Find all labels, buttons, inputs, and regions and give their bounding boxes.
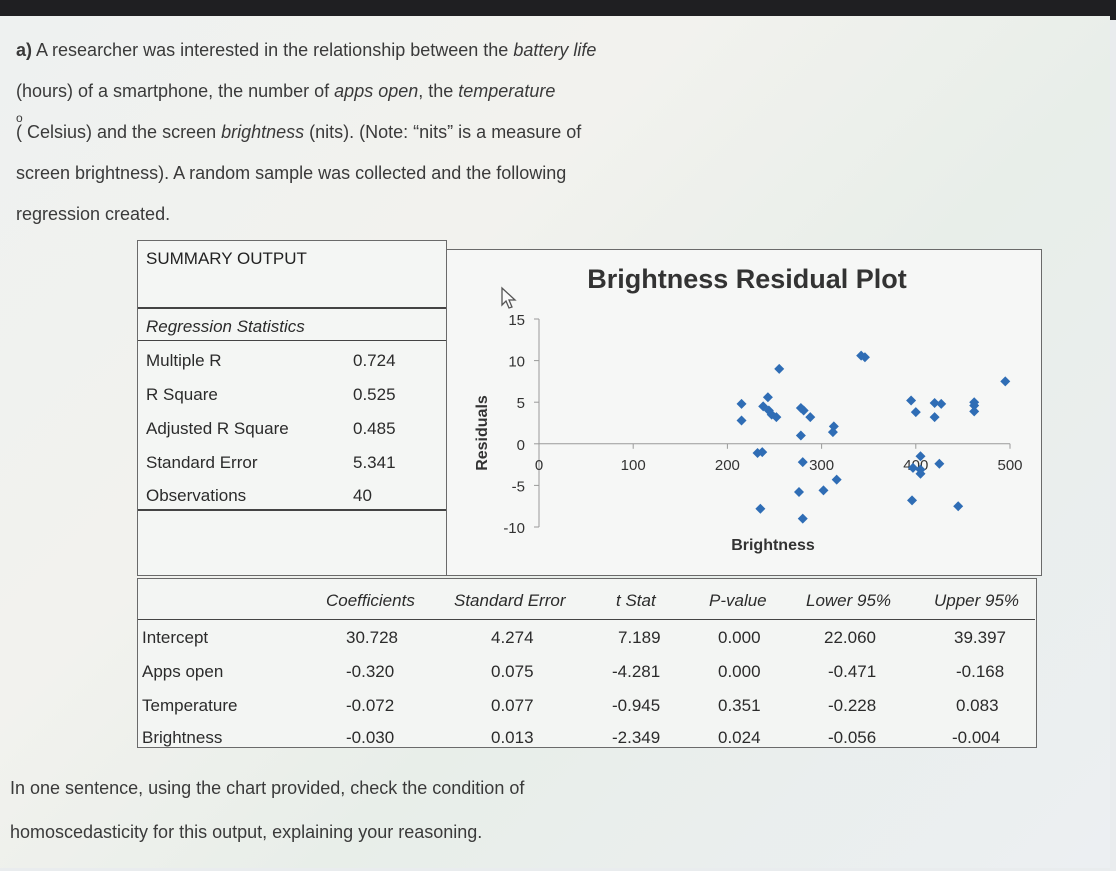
stat-row: Multiple R 0.724 <box>146 351 396 370</box>
residual-point <box>910 407 921 418</box>
top-bezel <box>0 0 1116 20</box>
residual-point <box>805 412 816 423</box>
residual-point <box>793 487 804 498</box>
coefficients-header-row: Coefficients Standard Error t Stat P-val… <box>138 579 1035 620</box>
residual-point <box>953 501 964 512</box>
stat-row: R Square 0.525 <box>146 385 396 404</box>
y-axis-title: Residuals <box>474 395 491 471</box>
residual-plot: Brightness Residual Plot 15 10 5 0 -5 -10 0 100… <box>446 249 1042 576</box>
stat-row: Observations 40 <box>146 486 372 505</box>
residual-point <box>929 412 940 423</box>
residual-point <box>797 513 808 524</box>
x-tick-label: 100 <box>621 457 646 474</box>
residual-point <box>763 405 774 416</box>
residual-point <box>795 403 806 414</box>
residual-point <box>795 430 806 441</box>
y-tick-label: -5 <box>512 478 525 495</box>
residual-point <box>771 412 782 423</box>
table-row: Brightness -0.030 0.013 -2.349 0.024 -0.… <box>142 728 1001 747</box>
residual-point <box>736 398 747 409</box>
col-header: P-value <box>709 591 767 610</box>
summary-output-box: SUMMARY OUTPUT Regression Statistics Mul… <box>137 240 447 576</box>
residual-point <box>969 397 980 408</box>
x-axis-title: Brightness <box>731 537 815 554</box>
coefficients-table: Coefficients Standard Error t Stat P-val… <box>137 578 1037 748</box>
residual-point <box>757 447 768 458</box>
residual-point <box>736 415 747 426</box>
question-line-4: screen brightness). A random sample was … <box>16 163 567 183</box>
residual-point <box>774 363 785 374</box>
stats-divider <box>138 509 446 511</box>
x-tick-label: 300 <box>809 457 834 474</box>
residual-point <box>906 395 917 406</box>
residual-point <box>929 398 940 409</box>
residual-point <box>915 468 926 479</box>
residual-point <box>831 474 842 485</box>
question-text: a) A researcher was interested in the re… <box>16 30 676 235</box>
residual-point <box>856 350 867 361</box>
degree-symbol: o <box>16 111 23 125</box>
residual-point <box>755 503 766 514</box>
residual-point <box>762 392 773 403</box>
y-tick-label: 5 <box>517 395 525 412</box>
x-tick-label: 500 <box>997 457 1022 474</box>
y-tick-label: -10 <box>503 520 525 537</box>
table-row: Apps open -0.320 0.075 -4.281 0.000 -0.4… <box>142 662 1005 681</box>
residual-point <box>818 485 829 496</box>
residual-point <box>934 458 945 469</box>
summary-title: SUMMARY OUTPUT <box>146 249 307 268</box>
col-header: Lower 95% <box>806 591 892 610</box>
question-line-1: a) A researcher was interested in the re… <box>16 40 597 60</box>
residual-point <box>1000 376 1011 387</box>
residual-plot-svg: 15 10 5 0 -5 -10 0 100 200 300 400 500 Brightness Res… <box>474 312 1023 554</box>
col-header: Upper 95% <box>934 591 1020 610</box>
chart-title: Brightness Residual Plot <box>587 264 907 294</box>
y-tick-label: 10 <box>508 354 525 371</box>
y-tick-label: 0 <box>517 437 525 454</box>
question-line-3: o( Celsius) and the screen brightness (n… <box>16 111 676 153</box>
residual-point <box>907 462 918 473</box>
stat-row: Standard Error 5.341 <box>146 453 396 472</box>
residual-point <box>936 398 947 409</box>
prompt-line-1: In one sentence, using the chart provide… <box>10 778 525 798</box>
residual-point <box>758 401 769 412</box>
residual-point <box>797 457 808 468</box>
col-header: Coefficients <box>326 591 415 610</box>
col-header: Standard Error <box>454 591 566 610</box>
prompt-line-2: homoscedasticity for this output, explai… <box>10 822 483 842</box>
table-row: Temperature -0.072 0.077 -0.945 0.351 -0… <box>142 696 999 715</box>
residual-point <box>907 495 918 506</box>
residual-point <box>915 451 926 462</box>
x-tick-label: 400 <box>903 457 928 474</box>
x-tick-label: 0 <box>535 457 543 474</box>
col-header: t Stat <box>616 591 656 610</box>
stat-row: Adjusted R Square 0.485 <box>146 419 396 438</box>
y-tick-label: 15 <box>508 312 525 329</box>
table-row: Intercept 30.728 4.274 7.189 0.000 22.06… <box>142 628 1006 647</box>
question-line-5: regression created. <box>16 204 171 224</box>
mouse-cursor-icon <box>500 286 518 315</box>
residual-point <box>969 406 980 417</box>
question-prompt: In one sentence, using the chart provide… <box>10 766 670 854</box>
x-tick-label: 200 <box>715 457 740 474</box>
screen: a) A researcher was interested in the re… <box>0 16 1110 868</box>
question-line-2: (hours) of a smartphone, the number of a… <box>16 81 556 101</box>
regression-stats-header: Regression Statistics <box>138 307 446 341</box>
residual-point <box>827 427 838 438</box>
